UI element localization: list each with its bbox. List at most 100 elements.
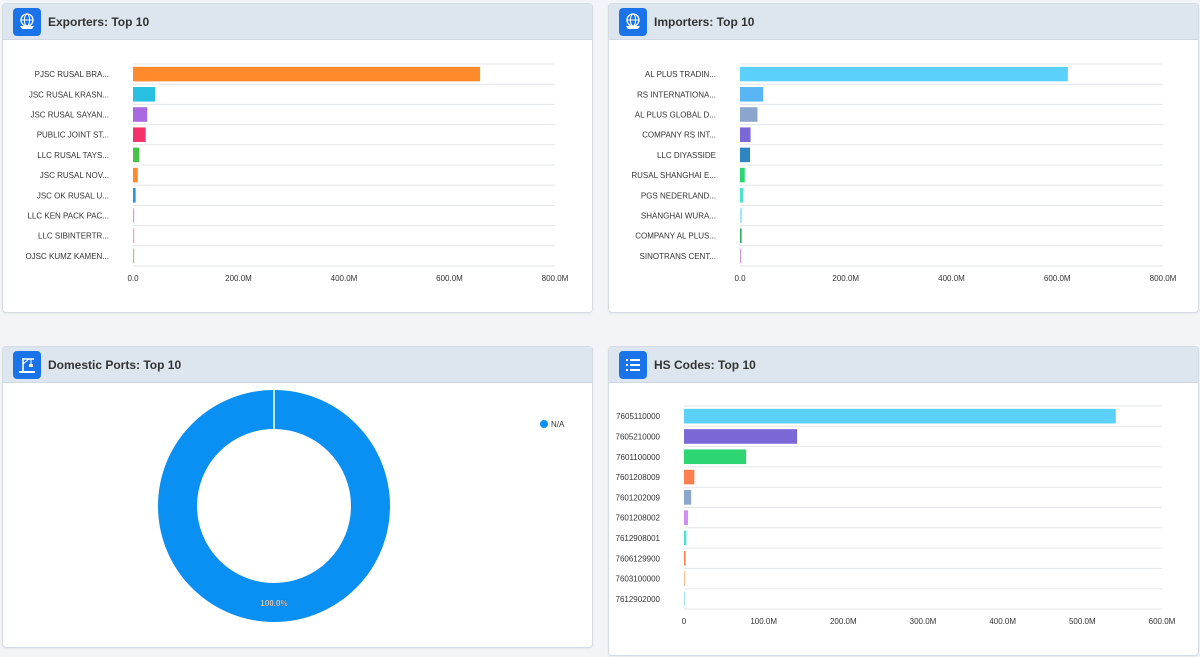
exporters-header: Exporters: Top 10 bbox=[3, 4, 592, 40]
tick-label: 500.0M bbox=[1069, 617, 1096, 626]
panel-title: Domestic Ports: Top 10 bbox=[48, 357, 182, 372]
category-label: JSC RUSAL SAYAN... bbox=[30, 111, 109, 120]
globe-ship-icon bbox=[13, 7, 41, 36]
bar bbox=[684, 530, 687, 546]
bar bbox=[133, 248, 135, 264]
hscodes-chart: 7605110000 7605210000 7601100000 7601208009… bbox=[616, 405, 1176, 626]
category-label: 7605110000 bbox=[616, 412, 660, 421]
category-label: 7601202009 bbox=[616, 493, 661, 502]
category-label: 7612908001 bbox=[616, 534, 661, 543]
tick-label: 400.0M bbox=[938, 274, 965, 283]
exporters-chart: PJSC RUSAL BRA... JSC RUSAL KRASN... JSC R… bbox=[25, 63, 569, 283]
bar bbox=[133, 127, 146, 142]
tick-label: 300.0M bbox=[910, 617, 937, 626]
bar bbox=[740, 147, 751, 163]
category-label: 7606129900 bbox=[616, 554, 661, 563]
bar bbox=[740, 228, 742, 243]
tick-label: 600.0M bbox=[1044, 274, 1071, 283]
bar bbox=[684, 591, 686, 607]
category-label: OJSC KUMZ KAMEN... bbox=[25, 252, 109, 261]
tick-label: 0.0 bbox=[127, 274, 139, 283]
bar bbox=[740, 248, 742, 264]
category-label: COMPANY AL PLUS... bbox=[635, 232, 716, 241]
category-label: LLC DIYASSIDE bbox=[657, 151, 716, 160]
bar bbox=[133, 188, 136, 203]
category-label: SINOTRANS CENT... bbox=[640, 252, 716, 261]
ports-chart: 100.0% N/A bbox=[158, 390, 565, 622]
bar bbox=[740, 66, 1068, 82]
category-label: AL PLUS GLOBAL D... bbox=[635, 111, 716, 120]
bar bbox=[740, 127, 751, 142]
category-label: 7601100000 bbox=[616, 453, 660, 462]
bar bbox=[133, 87, 156, 102]
category-label: PGS NEDERLAND... bbox=[641, 191, 716, 200]
bar bbox=[740, 208, 743, 223]
panel-title: Importers: Top 10 bbox=[654, 14, 755, 29]
ports-header: Domestic Ports: Top 10 bbox=[3, 347, 592, 383]
category-label: RUSAL SHANGHAI E... bbox=[631, 171, 716, 180]
port-crane-icon bbox=[13, 350, 41, 379]
category-label: 7603100000 bbox=[616, 575, 661, 584]
category-label: JSC OK RUSAL U... bbox=[37, 191, 109, 200]
bar bbox=[740, 167, 745, 183]
category-label: RS INTERNATIONA... bbox=[637, 90, 716, 99]
category-label: LLC KEN PACK PAC... bbox=[27, 212, 109, 221]
category-label: 7612902000 bbox=[616, 595, 661, 604]
category-label: JSC RUSAL KRASN... bbox=[29, 90, 109, 99]
tick-label: 200.0M bbox=[830, 617, 857, 626]
legend-marker bbox=[540, 420, 548, 428]
category-label: SHANGHAI WURA... bbox=[641, 212, 716, 221]
tick-label: 400.0M bbox=[989, 617, 1016, 626]
tick-label: 800.0M bbox=[1150, 274, 1177, 283]
importers-chart: AL PLUS TRADIN... RS INTERNATIONA... AL PL… bbox=[631, 63, 1177, 283]
tick-label: 600.0M bbox=[436, 274, 463, 283]
category-label: LLC SIBINTERTR... bbox=[38, 232, 109, 241]
category-label: 7601208009 bbox=[616, 473, 661, 482]
bar bbox=[684, 510, 688, 525]
list-icon bbox=[619, 350, 647, 379]
tick-label: 0.0 bbox=[734, 274, 746, 283]
hscodes-header: HS Codes: Top 10 bbox=[609, 347, 1198, 383]
legend-label: N/A bbox=[551, 420, 565, 429]
category-label: LLC RUSAL TAYS... bbox=[37, 151, 109, 160]
tick-label: 400.0M bbox=[331, 274, 358, 283]
importers-panel: Importers: Top 10 AL PLUS TRADIN... RS IN… bbox=[608, 3, 1199, 313]
hscodes-panel: HS Codes: Top 10 7605110000 7605210000 760… bbox=[608, 346, 1199, 656]
tick-label: 100.0M bbox=[750, 617, 777, 626]
bar bbox=[133, 107, 148, 122]
bar bbox=[684, 469, 695, 485]
bar bbox=[684, 449, 747, 465]
bar bbox=[684, 429, 798, 444]
category-label: PUBLIC JOINT ST... bbox=[37, 131, 109, 140]
bar bbox=[740, 107, 758, 122]
bar bbox=[133, 208, 135, 223]
bar bbox=[133, 147, 140, 163]
bar bbox=[133, 228, 135, 243]
panel-title: HS Codes: Top 10 bbox=[654, 357, 756, 372]
pie-slice bbox=[158, 390, 390, 622]
tick-label: 600.0M bbox=[1149, 617, 1176, 626]
category-label: 7605210000 bbox=[616, 432, 661, 441]
category-label: JSC RUSAL NOV... bbox=[40, 171, 109, 180]
bar bbox=[684, 408, 1116, 424]
bar bbox=[133, 167, 138, 183]
bar bbox=[740, 87, 764, 102]
tick-label: 200.0M bbox=[225, 274, 252, 283]
bar bbox=[133, 66, 481, 82]
importers-header: Importers: Top 10 bbox=[609, 4, 1198, 40]
tick-label: 200.0M bbox=[832, 274, 859, 283]
category-label: AL PLUS TRADIN... bbox=[645, 70, 716, 79]
bar bbox=[684, 490, 692, 505]
exporters-panel: Exporters: Top 10 PJSC RUSAL BRA... JSC R… bbox=[2, 3, 593, 313]
category-label: COMPANY RS INT... bbox=[642, 131, 716, 140]
panel-title: Exporters: Top 10 bbox=[48, 14, 150, 29]
globe-ship-icon bbox=[619, 7, 647, 36]
category-label: PJSC RUSAL BRA... bbox=[35, 70, 109, 79]
tick-label: 0 bbox=[682, 617, 687, 626]
data-label: 100.0% bbox=[260, 599, 287, 608]
tick-label: 800.0M bbox=[542, 274, 569, 283]
category-label: 7601208002 bbox=[616, 514, 661, 523]
ports-panel: Domestic Ports: Top 10 100.0% N/A bbox=[2, 346, 593, 648]
bar bbox=[740, 188, 744, 203]
bar bbox=[684, 571, 686, 586]
